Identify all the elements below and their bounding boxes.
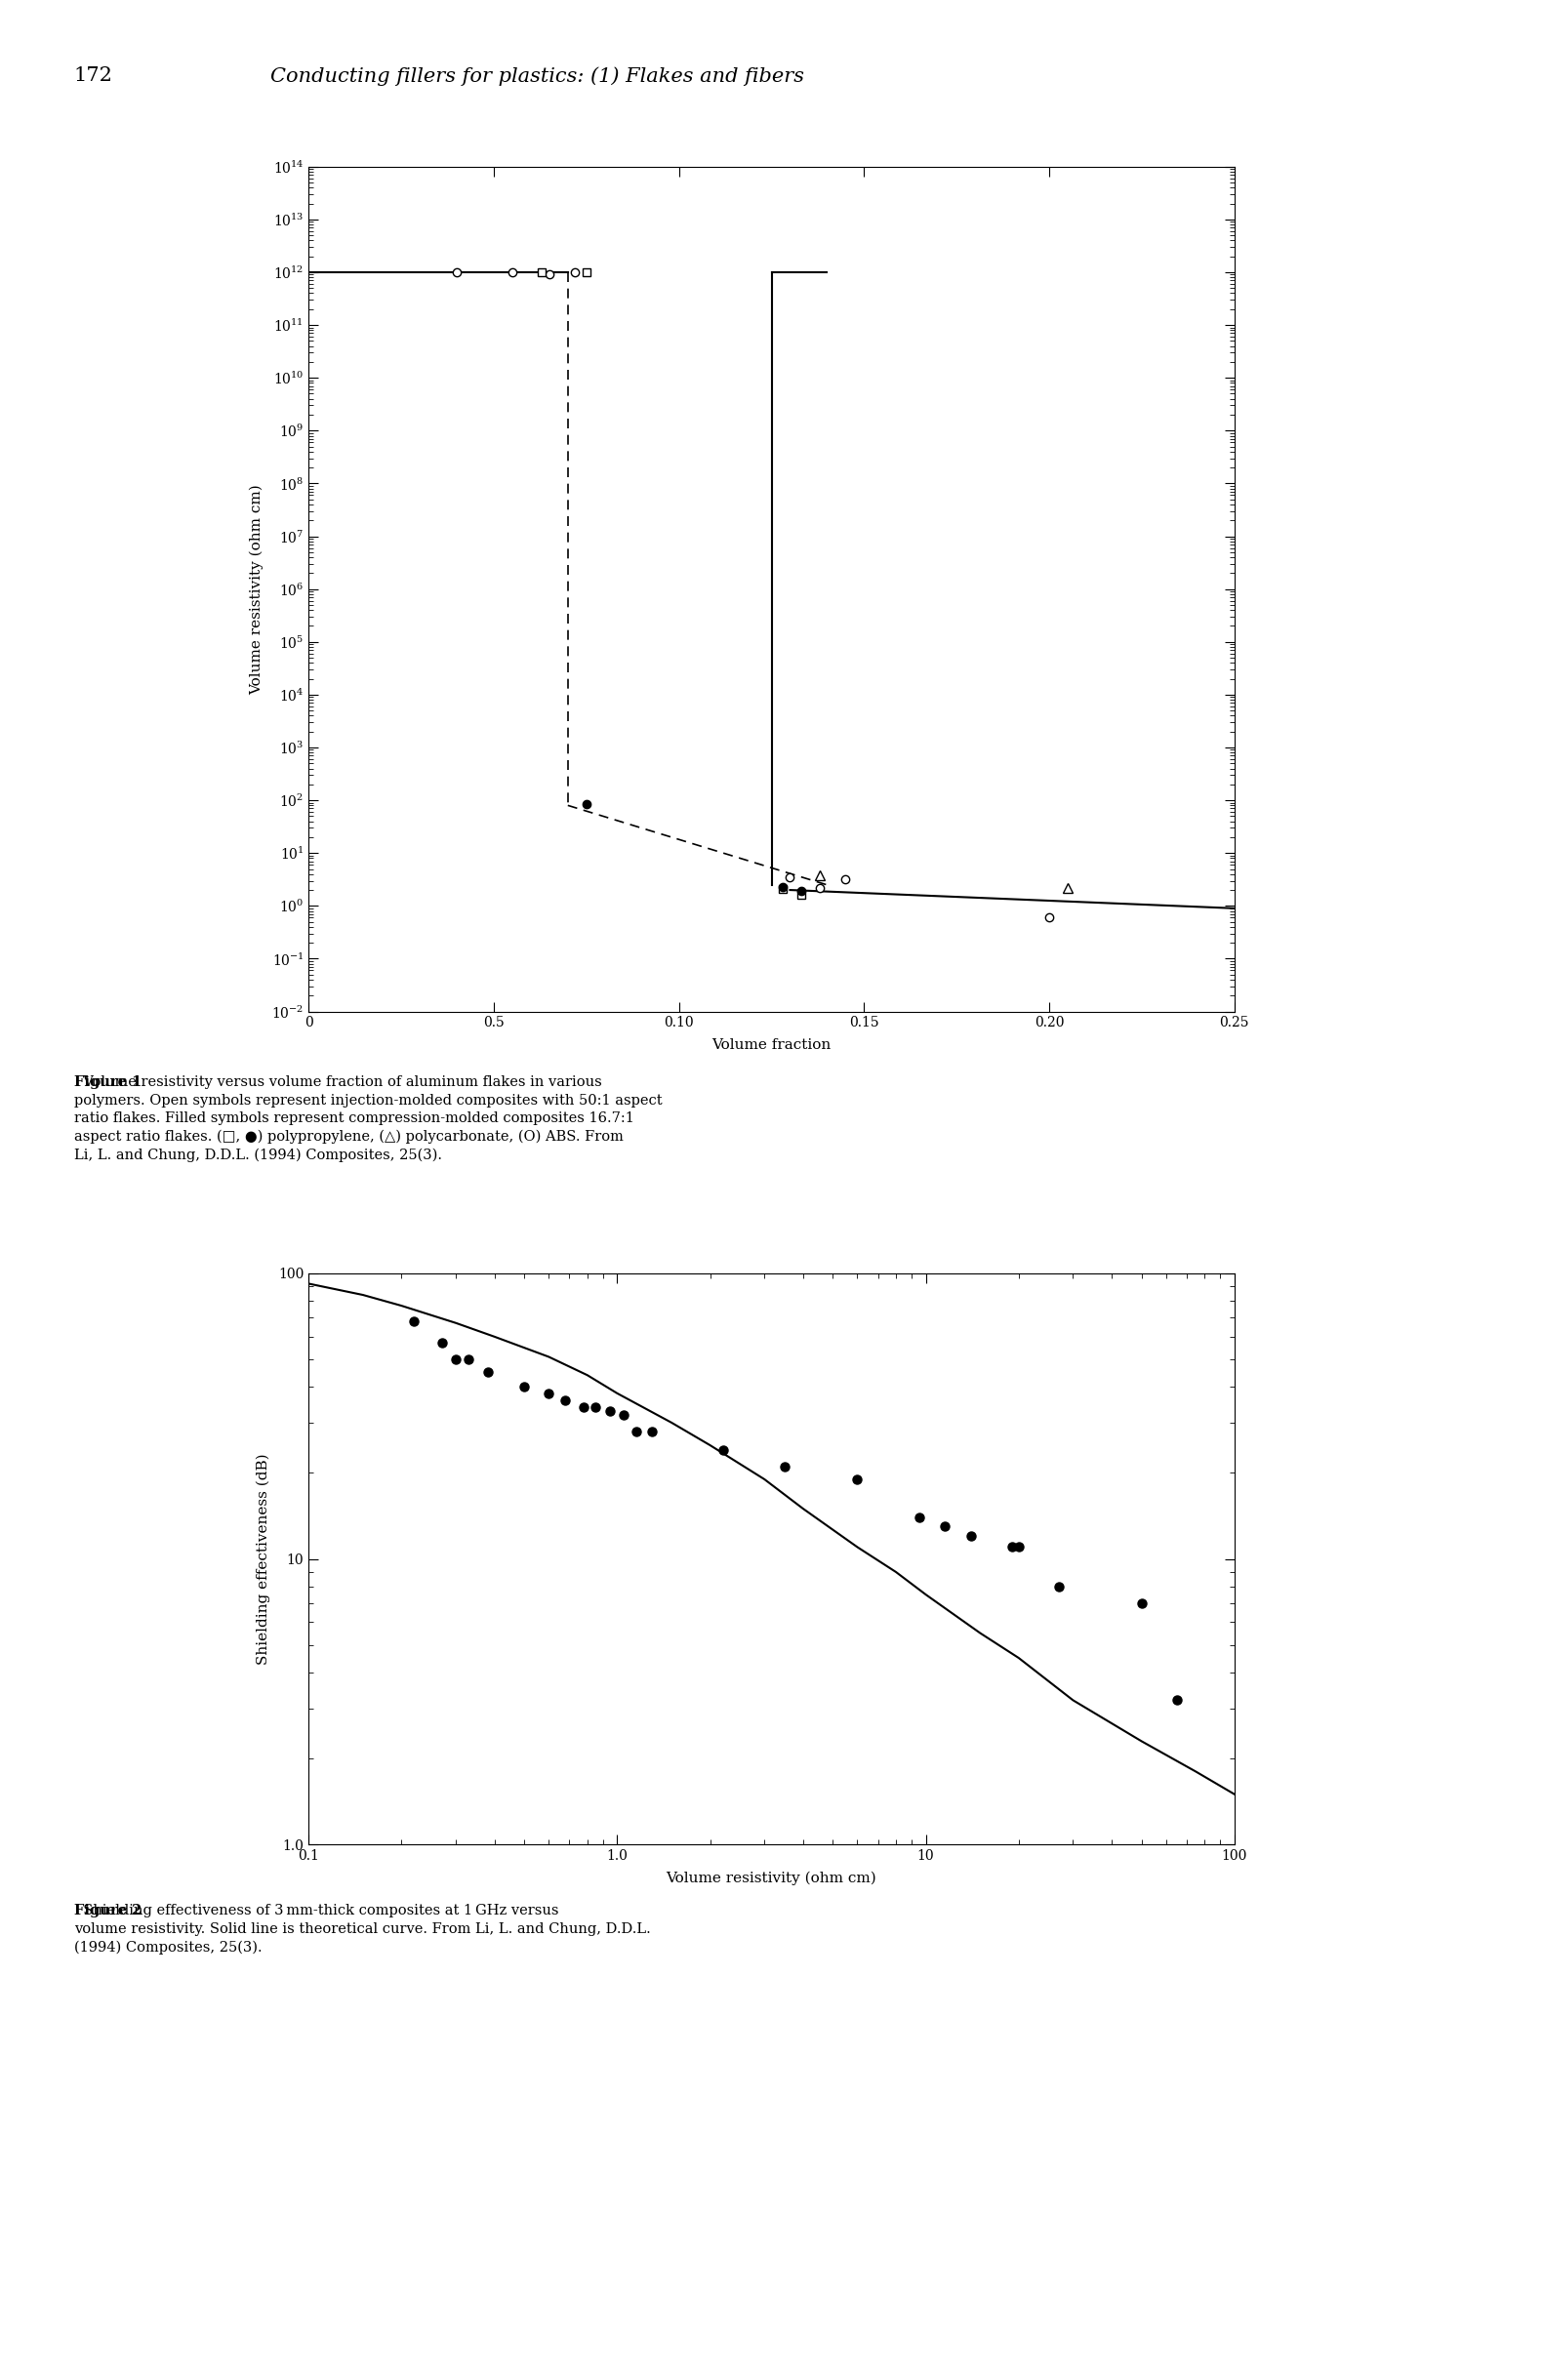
Text: Figure 2: Figure 2 — [74, 1904, 142, 1918]
Text: 172: 172 — [74, 67, 113, 86]
X-axis label: Volume fraction: Volume fraction — [711, 1038, 832, 1052]
Y-axis label: Shielding effectiveness (dB): Shielding effectiveness (dB) — [256, 1454, 270, 1664]
Text: Volume resistivity versus volume fraction of aluminum flakes in various
polymers: Volume resistivity versus volume fractio… — [74, 1076, 662, 1161]
Text: Figure 1: Figure 1 — [74, 1076, 142, 1090]
Text: Conducting fillers for plastics: (1) Flakes and fibers: Conducting fillers for plastics: (1) Fla… — [270, 67, 804, 86]
X-axis label: Volume resistivity (ohm cm): Volume resistivity (ohm cm) — [667, 1871, 876, 1885]
Y-axis label: Volume resistivity (ohm cm): Volume resistivity (ohm cm) — [250, 483, 264, 695]
Text: Shielding effectiveness of 3 mm-thick composites at 1 GHz versus
volume resistiv: Shielding effectiveness of 3 mm-thick co… — [74, 1904, 651, 1954]
